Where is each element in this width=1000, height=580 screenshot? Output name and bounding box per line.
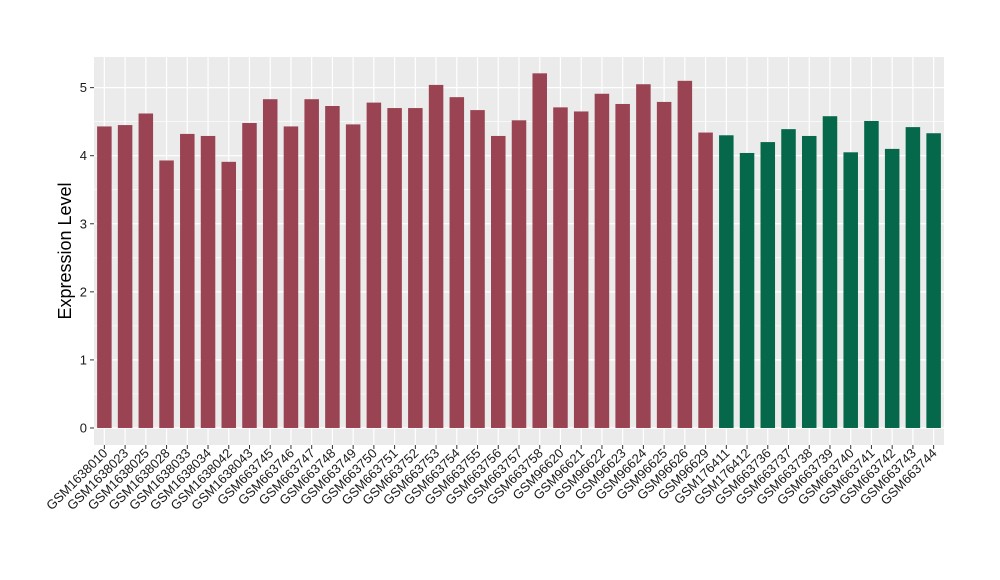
bar — [387, 108, 402, 428]
y-axis: 0 1 2 3 4 5 — [80, 80, 94, 435]
bar — [221, 161, 237, 428]
bar — [97, 126, 112, 428]
bar — [719, 135, 734, 428]
bar — [843, 152, 858, 428]
bar — [864, 120, 879, 428]
y-tick-label: 0 — [80, 420, 87, 435]
bar — [491, 135, 506, 428]
bar — [283, 126, 299, 428]
bar — [553, 107, 568, 428]
bar — [180, 133, 195, 428]
bar — [304, 99, 319, 428]
y-tick-label: 5 — [80, 80, 87, 95]
bar — [428, 84, 444, 428]
bar — [200, 135, 216, 428]
bar — [739, 152, 755, 428]
bar — [345, 124, 361, 428]
bar — [325, 106, 340, 428]
bar — [366, 102, 382, 428]
bar — [511, 120, 527, 428]
y-tick-label: 2 — [80, 284, 87, 299]
y-axis-title: Expression Level — [55, 182, 75, 319]
bar — [656, 101, 672, 428]
bar — [408, 108, 423, 428]
bar — [242, 123, 257, 428]
bar — [594, 93, 610, 428]
bar — [532, 73, 547, 428]
bar — [884, 148, 900, 428]
bar — [926, 133, 941, 428]
bars — [97, 73, 941, 428]
x-axis: GSM1638010GSM1638023GSM1638025GSM1638028… — [43, 445, 940, 513]
bar — [677, 80, 693, 428]
bar — [801, 135, 817, 428]
bar — [760, 142, 776, 428]
bar — [698, 132, 713, 428]
bar — [781, 129, 796, 428]
bar — [470, 110, 485, 428]
bar — [822, 116, 838, 428]
bar — [262, 99, 278, 428]
bar — [117, 125, 133, 428]
bar — [905, 127, 921, 428]
bar — [636, 84, 651, 428]
bar — [615, 103, 630, 428]
bar — [159, 160, 174, 428]
bar — [573, 111, 589, 428]
y-tick-label: 4 — [80, 148, 87, 163]
y-tick-label: 3 — [80, 216, 87, 231]
bar — [449, 97, 465, 428]
y-tick-label: 1 — [80, 352, 87, 367]
bar — [138, 113, 154, 428]
